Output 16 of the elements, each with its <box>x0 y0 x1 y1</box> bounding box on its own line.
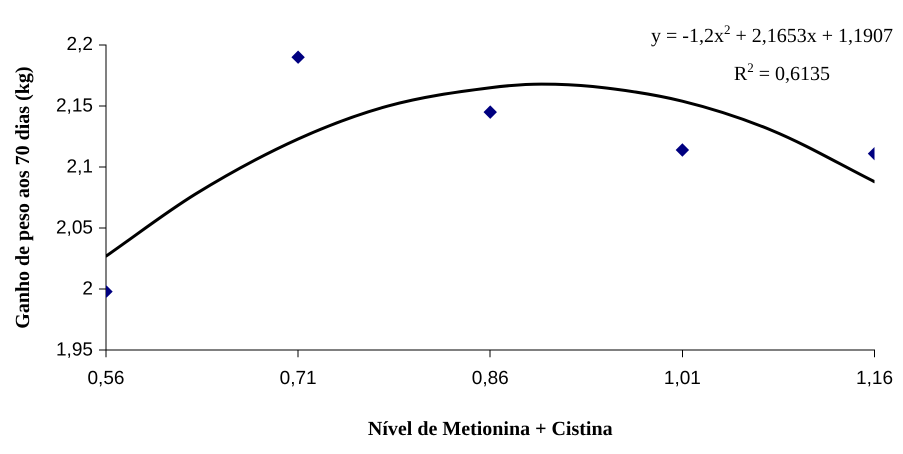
x-tick-label: 1,01 <box>664 368 701 389</box>
point <box>676 143 689 156</box>
y-tick-label: 2,2 <box>66 34 93 56</box>
y-tick-label: 2 <box>82 278 93 300</box>
y-tick-label: 2,1 <box>66 156 93 178</box>
point <box>292 50 305 64</box>
y-axis-title: Ganho de peso aos 70 dias (kg) <box>12 66 34 329</box>
y-tick-label: 2,05 <box>56 217 93 238</box>
x-axis-title: Nível de Metionina + Cistina <box>368 418 613 440</box>
y-tick-label: 1,95 <box>56 339 93 360</box>
x-tick-label: 1,16 <box>856 368 893 389</box>
point <box>484 106 497 119</box>
x-tick-label: 0,56 <box>87 368 124 389</box>
x-tick-label: 0,71 <box>280 368 317 389</box>
y-tick-label: 2,15 <box>56 95 93 116</box>
x-tick-label: 0,86 <box>472 368 509 389</box>
